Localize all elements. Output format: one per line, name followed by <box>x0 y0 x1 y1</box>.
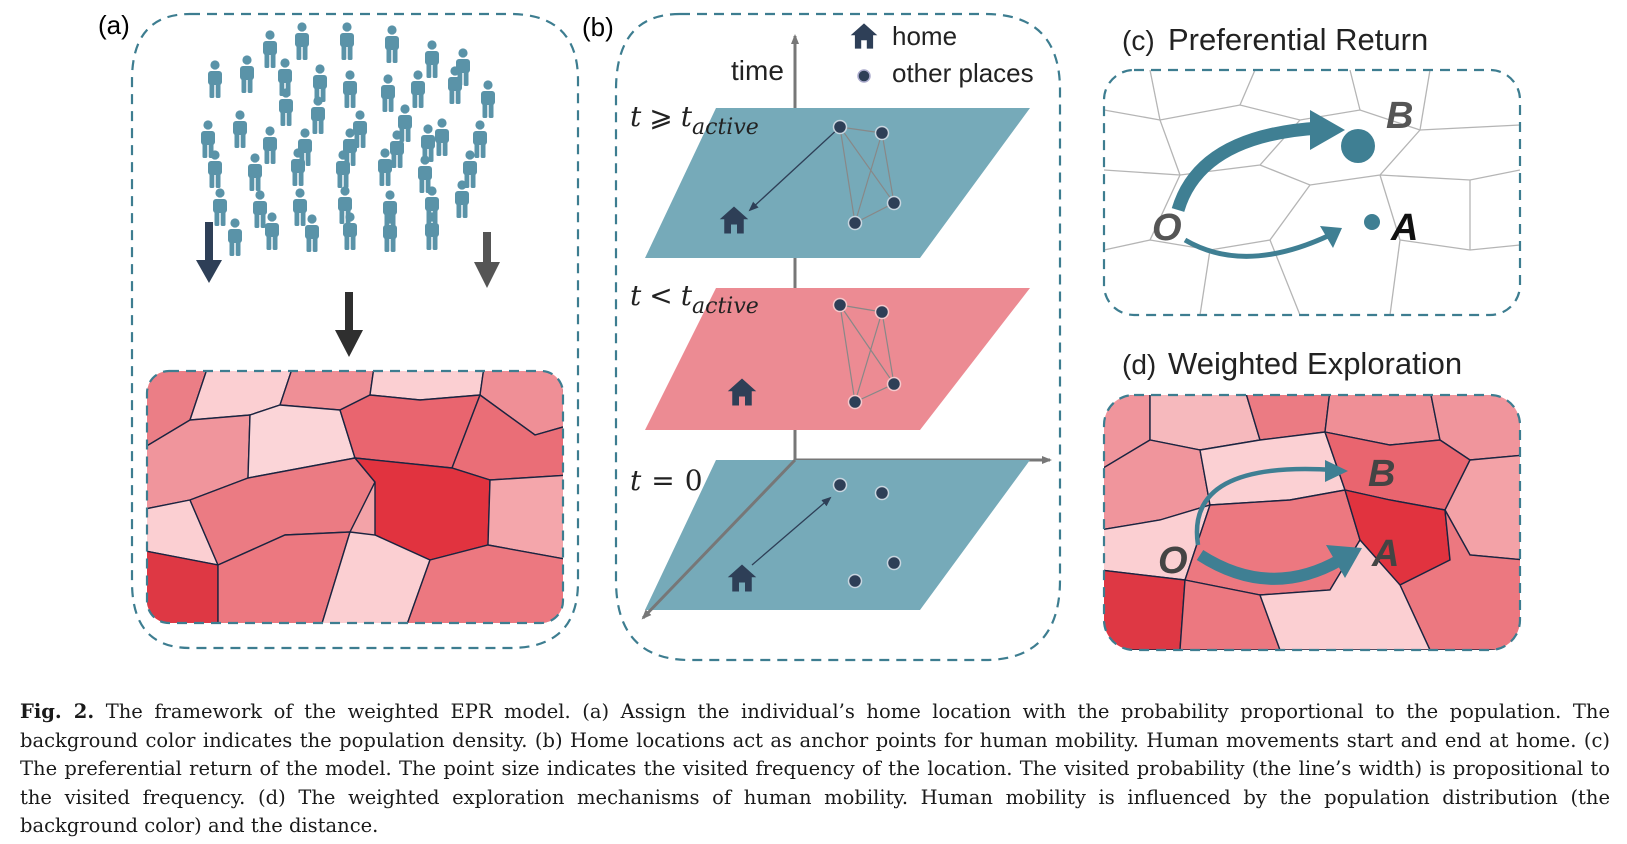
layer-label-active-before: t < tactive <box>630 279 759 319</box>
depth-axis <box>641 458 797 620</box>
point-b-label: B <box>1386 95 1413 137</box>
return-arrow-to-b-head <box>1310 110 1345 150</box>
time-axis-label: time <box>731 55 784 86</box>
person-icon <box>263 126 277 164</box>
person-icon <box>381 74 395 112</box>
plane-active-before-places <box>832 297 902 410</box>
person-icon <box>293 188 307 226</box>
panel-a-dashed-border <box>130 12 580 650</box>
layer-label-initial: t = 0 <box>630 464 703 497</box>
person-icon <box>208 60 222 98</box>
panel-c-title: Preferential Return <box>1168 22 1428 57</box>
panel-d-dashed-border <box>1102 393 1522 652</box>
panel-a-label: (a) <box>98 10 130 40</box>
down-arrow-right-icon <box>474 232 500 288</box>
person-icon <box>435 118 449 156</box>
return-arrow-to-b <box>1171 121 1321 213</box>
figure-canvas: (a) <box>98 10 1522 662</box>
explore-arrow-to-a-head <box>1326 545 1362 578</box>
person-icon <box>248 153 262 191</box>
panel-a-map-border <box>145 369 565 625</box>
point-b-label-d: B <box>1368 453 1395 495</box>
panel-d: (d) Weighted Exploration O B A <box>1102 346 1522 652</box>
figure-caption-label: Fig. 2. <box>20 700 95 723</box>
person-icon <box>313 64 327 102</box>
person-icon <box>265 212 279 250</box>
panel-c: (c) Preferential Return <box>1102 22 1522 317</box>
person-icon <box>481 80 495 118</box>
person-icon <box>305 214 319 252</box>
return-home-arrow <box>748 126 841 212</box>
legend-other-places-label: other places <box>892 58 1034 88</box>
person-icon <box>378 148 392 186</box>
plane-active-after-places <box>832 119 902 231</box>
panel-d-title: Weighted Exploration <box>1168 346 1462 381</box>
panel-b-dashed-border <box>614 12 1062 662</box>
person-icon <box>473 120 487 158</box>
point-a-label-d: A <box>1371 533 1399 575</box>
population-density-map <box>147 371 563 623</box>
point-o-label: O <box>1152 207 1182 249</box>
return-arrow-to-a <box>1183 232 1332 259</box>
figure-caption-text: The framework of the weighted EPR model.… <box>20 700 1610 838</box>
panel-d-label: (d) <box>1122 349 1156 380</box>
panel-c-dashed-border <box>1102 68 1522 317</box>
panel-c-label: (c) <box>1122 25 1155 56</box>
legend-home-label: home <box>892 21 957 51</box>
explore-arrow-to-b <box>1194 466 1336 546</box>
person-icon <box>240 55 254 93</box>
point-a-label: A <box>1390 207 1418 249</box>
person-icon <box>263 30 277 68</box>
person-icon <box>385 25 399 63</box>
population-people-icons <box>201 22 495 256</box>
person-icon <box>228 218 242 256</box>
person-icon <box>311 96 325 134</box>
plane-active-after-links <box>839 126 895 224</box>
legend-home-icon <box>850 23 878 49</box>
person-icon <box>343 212 357 250</box>
person-icon <box>233 110 247 148</box>
person-icon <box>411 70 425 108</box>
person-icon <box>295 22 309 60</box>
panel-b-label: (b) <box>582 12 614 42</box>
person-icon <box>343 70 357 108</box>
figure-caption: Fig. 2. The framework of the weighted EP… <box>20 698 1610 841</box>
panel-a: (a) <box>98 10 580 650</box>
location-b-point <box>1341 129 1375 163</box>
person-icon <box>213 188 227 226</box>
legend-other-places-dot <box>857 69 871 83</box>
point-o-label-d: O <box>1158 540 1188 582</box>
plane-initial-places <box>832 477 902 589</box>
down-arrow-center-icon <box>335 292 363 357</box>
down-arrow-left-icon <box>196 222 222 283</box>
first-trip-arrow <box>751 496 832 566</box>
location-a-point <box>1364 214 1380 230</box>
person-icon <box>253 190 267 228</box>
explore-arrow-to-b-head <box>1325 460 1348 482</box>
panel-b: (b) time home other places t ⩾ tactive <box>582 12 1062 662</box>
layer-label-active-after: t ⩾ tactive <box>630 100 759 140</box>
person-icon <box>425 40 439 78</box>
person-icon <box>340 22 354 60</box>
panel-d-map <box>1104 395 1520 650</box>
panel-c-map: O B A <box>1104 70 1520 315</box>
explore-arrow-to-a <box>1196 549 1343 585</box>
return-arrow-to-a-head <box>1320 226 1342 248</box>
